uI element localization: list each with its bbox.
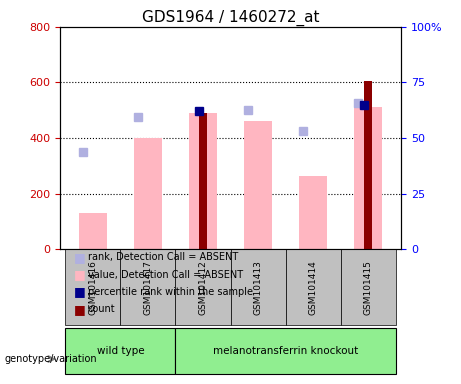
Bar: [79, 213, 106, 249]
Bar: [364, 81, 372, 249]
Text: wild type: wild type: [97, 346, 144, 356]
Text: percentile rank within the sample: percentile rank within the sample: [88, 287, 253, 297]
Bar: [189, 113, 217, 249]
FancyBboxPatch shape: [176, 328, 396, 374]
FancyBboxPatch shape: [176, 249, 230, 326]
Text: ■: ■: [74, 285, 85, 298]
Text: ■: ■: [74, 268, 85, 281]
FancyBboxPatch shape: [285, 249, 341, 326]
FancyBboxPatch shape: [230, 249, 285, 326]
FancyBboxPatch shape: [65, 328, 176, 374]
Text: GSM101413: GSM101413: [254, 260, 262, 315]
Bar: [355, 108, 382, 249]
Text: ■: ■: [74, 303, 85, 316]
FancyBboxPatch shape: [120, 249, 176, 326]
Text: melanotransferrin knockout: melanotransferrin knockout: [213, 346, 358, 356]
Text: GSM101416: GSM101416: [89, 260, 97, 315]
Text: genotype/variation: genotype/variation: [5, 354, 97, 364]
Bar: [244, 121, 272, 249]
Text: value, Detection Call = ABSENT: value, Detection Call = ABSENT: [88, 270, 242, 280]
FancyBboxPatch shape: [65, 249, 120, 326]
Text: count: count: [88, 304, 115, 314]
Bar: [134, 138, 162, 249]
Text: GSM101414: GSM101414: [308, 260, 318, 315]
Text: ■: ■: [74, 251, 85, 264]
Bar: [299, 175, 327, 249]
Text: GSM101412: GSM101412: [199, 260, 207, 315]
Text: GSM101415: GSM101415: [364, 260, 372, 315]
Title: GDS1964 / 1460272_at: GDS1964 / 1460272_at: [142, 9, 319, 25]
FancyBboxPatch shape: [341, 249, 396, 326]
Text: GSM101417: GSM101417: [143, 260, 153, 315]
Bar: [199, 113, 207, 249]
Text: rank, Detection Call = ABSENT: rank, Detection Call = ABSENT: [88, 252, 238, 262]
